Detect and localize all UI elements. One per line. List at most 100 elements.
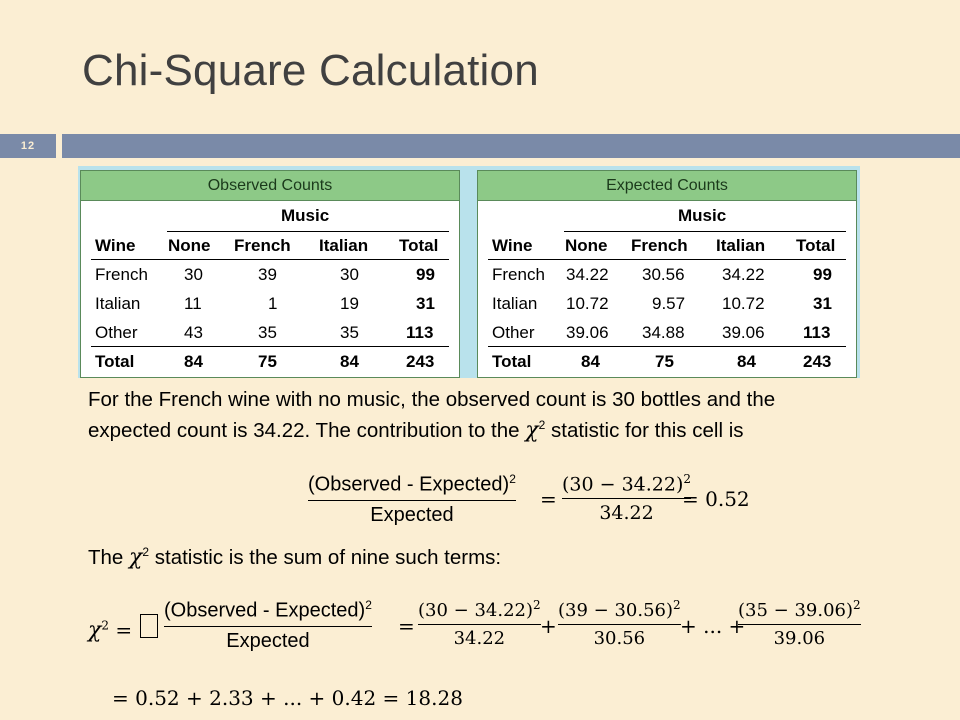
term2-fraction: (39 − 30.56)2 30.56 (558, 598, 681, 649)
exponent: 2 (142, 545, 150, 560)
expected-col-wine: Wine (492, 236, 533, 255)
observed-row-label: Total (95, 352, 135, 371)
fraction-numerator: (Observed - Expected)2 (164, 598, 372, 622)
formula2-lhs: χ2 = (88, 618, 133, 643)
formula1-fraction: (Observed - Expected)2 Expected (308, 472, 516, 527)
expected-music-underline (564, 231, 846, 232)
observed-header-underline (91, 259, 449, 260)
expected-cell-total: 31 (813, 294, 832, 313)
fraction-numerator: (30 − 34.22)2 (562, 472, 692, 496)
observed-cell: 35 (340, 323, 359, 342)
slide-number: 12 (20, 140, 36, 152)
expected-row-label: Italian (492, 294, 538, 313)
expected-col-total: Total (796, 236, 836, 255)
fraction-denominator: Expected (370, 503, 454, 526)
observed-music-underline (167, 231, 449, 232)
observed-counts-table: Observed Counts Music Wine None French I… (80, 170, 460, 378)
observed-col-italian: Italian (319, 236, 369, 255)
expected-cell: 10.72 (566, 294, 609, 313)
expected-col-none: None (565, 236, 608, 255)
paragraph-line-3: The χ2 statistic is the sum of nine such… (88, 545, 501, 570)
term1-fraction: (30 − 34.22)2 34.22 (418, 598, 541, 649)
expected-counts-table: Expected Counts Music Wine None French I… (477, 170, 857, 378)
formula1-value-fraction: (30 − 34.22)2 34.22 (562, 472, 692, 525)
observed-row-label: French (95, 265, 148, 284)
expected-col-italian: Italian (716, 236, 766, 255)
chi-symbol: χ (525, 418, 539, 443)
observed-col-wine: Wine (95, 236, 136, 255)
observed-cell: 84 (340, 352, 359, 371)
paragraph-text: expected count is 34.22. The contributio… (88, 419, 520, 442)
expected-cell: 34.22 (722, 265, 765, 284)
observed-cell: 1 (268, 294, 278, 313)
expected-cell: 39.06 (566, 323, 609, 342)
formula1-result: = 0.52 (682, 487, 750, 511)
fraction-numerator: (35 − 39.06)2 (738, 598, 861, 621)
fraction-numerator: (30 − 34.22)2 (418, 598, 541, 621)
slide-number-bar (0, 134, 56, 158)
plus-sign: + (540, 614, 557, 638)
fraction-bar (562, 498, 692, 500)
observed-total-divider (91, 346, 449, 347)
observed-col-none: None (168, 236, 211, 255)
observed-col-total: Total (399, 236, 439, 255)
expected-cell-total: 243 (803, 352, 832, 371)
fraction-denominator: 34.22 (599, 502, 654, 525)
fraction-denominator: 34.22 (453, 628, 506, 649)
observed-cell-total: 31 (416, 294, 435, 313)
expected-cell: 34.88 (642, 323, 685, 342)
fraction-numerator: (Observed - Expected)2 (308, 472, 516, 496)
paragraph-text: statistic for this cell is (551, 419, 744, 442)
ellipsis-term: + ... + (680, 614, 746, 638)
expected-total-divider (488, 346, 846, 347)
fraction-bar (164, 625, 372, 627)
observed-cell: 84 (184, 352, 203, 371)
expected-cell: 84 (581, 352, 600, 371)
observed-cell: 39 (258, 265, 277, 284)
expected-cell: 84 (737, 352, 756, 371)
paragraph-line: For the French wine with no music, the o… (88, 388, 776, 411)
fraction-denominator: Expected (226, 629, 310, 652)
observed-row-label: Italian (95, 294, 141, 313)
expected-cell: 9.57 (652, 294, 686, 313)
observed-col-french: French (234, 236, 291, 255)
observed-table-header: Observed Counts (81, 171, 459, 201)
observed-cell: 75 (258, 352, 277, 371)
exponent: 2 (538, 418, 546, 433)
formula2-fraction: (Observed - Expected)2 Expected (164, 598, 372, 653)
fraction-denominator: 30.56 (593, 628, 646, 649)
expected-col-french: French (631, 236, 688, 255)
expected-table-header: Expected Counts (478, 171, 856, 201)
fraction-bar (558, 624, 681, 625)
expected-header-underline (488, 259, 846, 260)
observed-cell: 30 (340, 265, 359, 284)
observed-cell-total: 113 (406, 323, 434, 342)
observed-cell: 11 (184, 294, 202, 313)
fraction-numerator: (39 − 30.56)2 (558, 598, 681, 621)
expected-row-label: French (492, 265, 545, 284)
final-result: = 0.52 + 2.33 + ... + 0.42 = 18.28 (112, 686, 463, 710)
paragraph-line-2: expected count is 34.22. The contributio… (88, 418, 744, 443)
expected-cell-total: 113 (803, 323, 831, 342)
observed-cell: 35 (258, 323, 277, 342)
fraction-bar (308, 499, 516, 501)
expected-music-label: Music (678, 206, 727, 225)
expected-cell: 30.56 (642, 265, 685, 284)
observed-cell-total: 243 (406, 352, 435, 371)
observed-row-label: Other (95, 323, 138, 342)
expected-cell: 10.72 (722, 294, 765, 313)
slide-title: Chi-Square Calculation (82, 46, 539, 95)
equals-sign: = (540, 487, 557, 511)
observed-cell: 30 (184, 265, 203, 284)
paragraph-text: The (88, 546, 124, 569)
expected-cell: 75 (655, 352, 674, 371)
chi-symbol: χ (129, 545, 143, 570)
observed-cell: 43 (184, 323, 203, 342)
expected-row-label: Other (492, 323, 535, 342)
expected-cell-total: 99 (813, 265, 832, 284)
fraction-bar (418, 624, 541, 625)
observed-cell-total: 99 (416, 265, 435, 284)
term3-fraction: (35 − 39.06)2 39.06 (738, 598, 861, 649)
summation-placeholder-box (140, 614, 158, 638)
fraction-denominator: 39.06 (773, 628, 826, 649)
